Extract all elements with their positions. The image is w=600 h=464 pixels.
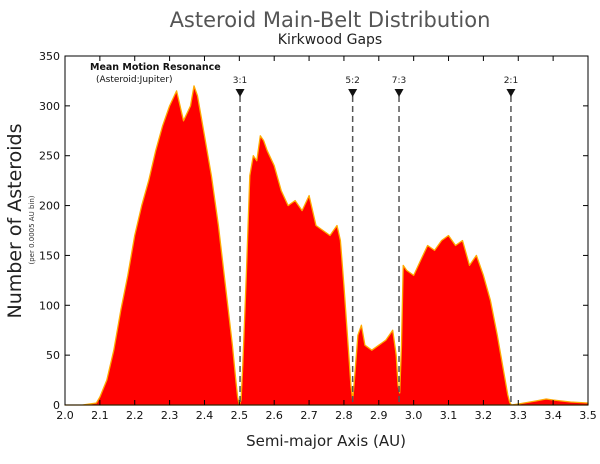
x-tick-label: 3.0 xyxy=(405,409,423,422)
resonance-marker-icon xyxy=(506,89,516,97)
chart-title: Asteroid Main-Belt Distribution xyxy=(170,8,491,32)
y-axis-ticks: 0 50 100 150 200 250 300 350 xyxy=(39,50,588,412)
x-tick-label: 2.7 xyxy=(300,409,318,422)
x-axis-ticks: 2.0 2.1 2.2 2.3 2.4 2.5 2.6 2.7 2.8 2.9 3.0 3.1 3.2 3… xyxy=(56,56,597,422)
resonance-label: 5:2 xyxy=(345,76,359,86)
y-axis-label: Number of Asteroids xyxy=(4,123,26,318)
y-tick-label: 50 xyxy=(46,349,60,362)
x-tick-label: 3.4 xyxy=(544,409,562,422)
x-tick-label: 2.6 xyxy=(265,409,283,422)
y-axis-sublabel: (per 0.0005 AU bin) xyxy=(28,195,36,264)
x-tick-label: 2.4 xyxy=(196,409,214,422)
resonance-marker-icon xyxy=(348,89,358,97)
x-tick-label: 3.3 xyxy=(510,409,528,422)
y-tick-label: 300 xyxy=(39,100,60,113)
x-tick-label: 2.2 xyxy=(126,409,144,422)
x-tick-label: 2.1 xyxy=(91,409,109,422)
data-layer xyxy=(64,85,589,406)
plot-frame xyxy=(64,55,589,406)
resonance-marker-icon xyxy=(235,89,245,97)
x-tick-label: 2.3 xyxy=(161,409,179,422)
annotation-title: Mean Motion Resonance xyxy=(90,62,221,73)
y-tick-label: 150 xyxy=(39,249,60,262)
x-tick-label: 3.1 xyxy=(440,409,458,422)
x-tick-label: 2.9 xyxy=(370,409,388,422)
x-tick-label: 2.8 xyxy=(335,409,353,422)
annotation-subtitle: (Asteroid:Jupiter) xyxy=(96,75,173,85)
x-tick-label: 2.5 xyxy=(231,409,249,422)
y-tick-label: 0 xyxy=(53,399,60,412)
y-tick-label: 250 xyxy=(39,150,60,163)
x-tick-label: 3.5 xyxy=(579,409,597,422)
resonance-label: 3:1 xyxy=(233,76,247,86)
x-tick-label: 2.0 xyxy=(56,409,74,422)
x-axis-label: Semi-major Axis (AU) xyxy=(246,432,406,450)
distribution-area xyxy=(64,85,589,406)
chart-subtitle: Kirkwood Gaps xyxy=(278,32,382,48)
y-tick-label: 350 xyxy=(39,50,60,63)
resonance-marker-icon xyxy=(394,89,404,97)
resonance-layer: 3:1 5:2 7:3 2:1 xyxy=(233,76,518,405)
resonance-label: 7:3 xyxy=(392,76,406,86)
y-tick-label: 100 xyxy=(39,299,60,312)
y-tick-label: 200 xyxy=(39,200,60,213)
x-tick-label: 3.2 xyxy=(475,409,493,422)
resonance-label: 2:1 xyxy=(504,76,518,86)
